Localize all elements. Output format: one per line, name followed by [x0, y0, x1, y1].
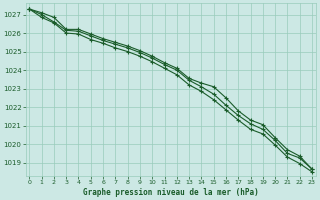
X-axis label: Graphe pression niveau de la mer (hPa): Graphe pression niveau de la mer (hPa)	[83, 188, 259, 197]
